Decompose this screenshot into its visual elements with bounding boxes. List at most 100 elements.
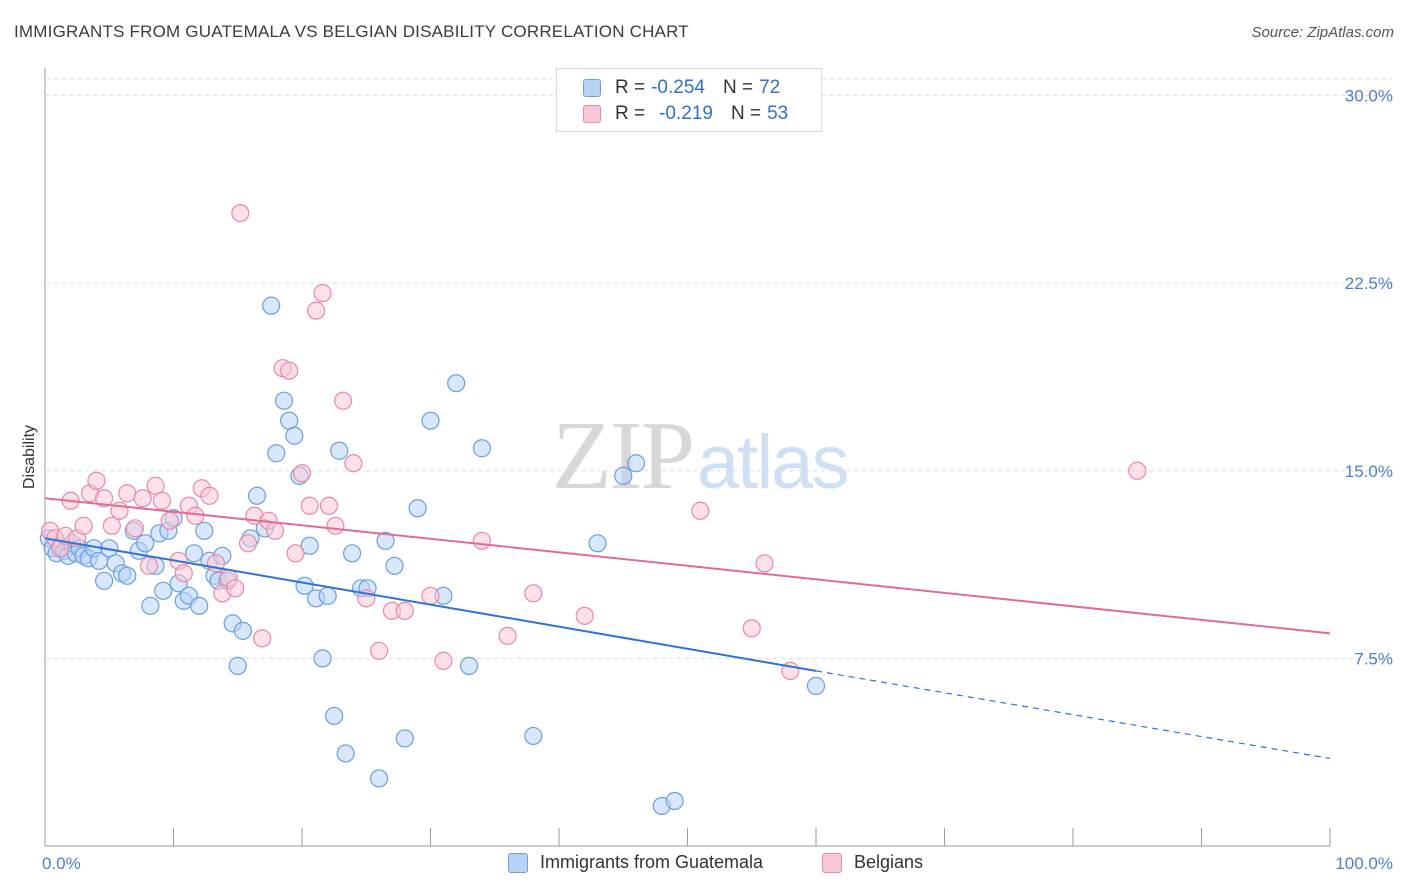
belgians-point (344, 454, 363, 473)
legend-item-guatemala: Immigrants from Guatemala (508, 852, 763, 873)
guatemala-point (588, 534, 607, 553)
belgians-point (146, 476, 165, 495)
belgians-point (238, 534, 258, 553)
belgians-point (125, 519, 145, 538)
legend-belgians-label: Belgians (854, 852, 924, 872)
belgians-point (174, 564, 193, 583)
r-label: R = (615, 103, 646, 124)
belgians-point (313, 284, 332, 303)
belgians-point (334, 391, 353, 410)
belgians-point (286, 544, 305, 563)
chart-title: IMMIGRANTS FROM GUATEMALA VS BELGIAN DIS… (14, 22, 689, 41)
n-label: N = (730, 103, 762, 124)
guatemala-point (665, 791, 684, 811)
legend-item-belgians: Belgians (822, 852, 923, 873)
guatemala-point (274, 391, 294, 410)
belgians-point (74, 516, 93, 535)
belgians-trend-line (44, 497, 1331, 635)
guatemala-point (395, 729, 414, 748)
guatemala-point (408, 499, 427, 518)
guatemala-point (195, 521, 214, 540)
guatemala-swatch (583, 79, 601, 97)
n-label: N = (722, 77, 754, 98)
guatemala-point (459, 656, 479, 675)
guatemala-point (154, 581, 173, 600)
guatemala-point (336, 744, 355, 763)
belgians-point (265, 521, 285, 540)
belgians-point (200, 486, 219, 505)
belgians-point (524, 584, 543, 603)
belgians-point (319, 496, 339, 515)
guatemala-point (385, 556, 404, 575)
belgians-point (292, 464, 312, 483)
guatemala-point (330, 441, 349, 460)
belgians-point (133, 489, 152, 508)
guatemala-point (95, 571, 114, 590)
r-label: R = (615, 77, 646, 98)
guatemala-point (447, 374, 466, 393)
belgians-point (307, 301, 326, 320)
x-tick-label: 0.0% (42, 854, 81, 873)
watermark: ZIPatlas (552, 398, 850, 512)
y-tick-label: 15.0% (1345, 462, 1393, 481)
belgians-point (575, 606, 594, 625)
guatemala-point (184, 544, 204, 563)
guatemala-point (343, 544, 362, 563)
belgians-point (226, 579, 245, 598)
belgians-point (742, 619, 761, 638)
guatemala-point (472, 439, 491, 458)
stats-legend-row-guatemala: R = -0.254 N = 72 (583, 77, 780, 99)
belgians-point (280, 361, 299, 380)
watermark-zip: ZIP (552, 402, 695, 510)
belgians-point (755, 554, 774, 573)
y-tick-label: 7.5% (1354, 649, 1393, 668)
belgians-point (1128, 461, 1147, 480)
belgians-point (152, 491, 172, 510)
y-axis-title: Disability (21, 425, 38, 489)
guatemala-point (806, 676, 826, 695)
y-tick-label: 30.0% (1345, 87, 1393, 106)
guatemala-point (228, 656, 247, 675)
guatemala-trend-extension (815, 670, 1331, 760)
belgians-point (370, 641, 389, 660)
belgians-point (326, 516, 345, 535)
guatemala-point (325, 706, 344, 726)
guatemala-point (370, 769, 389, 788)
guatemala-point (300, 536, 319, 555)
guatemala-point (376, 531, 395, 550)
r-value: -0.219 (659, 103, 713, 124)
n-value: 53 (767, 103, 789, 124)
guatemala-point (285, 426, 304, 445)
belgians-point (102, 516, 121, 535)
y-tick-label: 22.5% (1345, 274, 1393, 293)
guatemala-point (524, 726, 543, 746)
guatemala-point (136, 534, 155, 553)
guatemala-point (626, 454, 646, 473)
belgians-point (498, 626, 517, 645)
belgians-point (691, 501, 710, 520)
belgians-point (421, 586, 440, 605)
n-value: 72 (759, 77, 781, 98)
guatemala-point (313, 649, 332, 668)
guatemala-trend-line (44, 537, 817, 672)
guatemala-point (421, 411, 440, 430)
belgians-point (300, 496, 319, 515)
belgians-point (395, 601, 414, 620)
legend-belgians-swatch (822, 852, 842, 873)
belgians-point (434, 651, 453, 670)
guatemala-point (267, 444, 286, 463)
stats-legend-row-belgians: R = -0.219 N = 53 (583, 103, 788, 125)
belgians-point (139, 556, 159, 575)
belgians-point (118, 484, 137, 503)
x-tick-label: 100.0% (1335, 854, 1393, 873)
guatemala-point (262, 296, 281, 315)
belgians-point (472, 531, 491, 550)
stats-legend: R = -0.254 N = 72 R = -0.219 N = 53 (556, 68, 822, 132)
guatemala-point (318, 586, 337, 605)
guatemala-point (614, 466, 633, 485)
legend-guatemala-label: Immigrants from Guatemala (540, 852, 764, 872)
belgians-point (253, 629, 272, 648)
belgians-point (95, 489, 114, 508)
belgians-point (160, 511, 179, 530)
